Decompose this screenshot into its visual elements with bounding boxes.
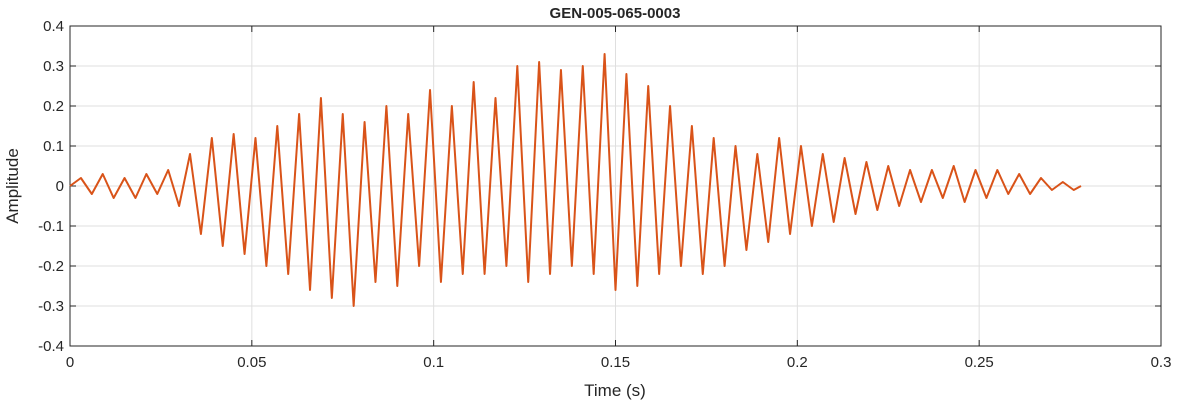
y-tick-label: -0.4 — [38, 338, 64, 355]
y-tick-label: -0.2 — [38, 258, 64, 275]
grid — [69, 25, 1162, 347]
y-axis: -0.4 -0.3 -0.2 -0.1 0 0.1 0.2 0.3 0.4 — [38, 18, 1161, 355]
y-tick-label: 0.3 — [43, 58, 64, 75]
x-tick-label: 0.3 — [1151, 354, 1172, 371]
y-axis-label: Amplitude — [3, 148, 22, 224]
y-tick-label: 0.4 — [43, 18, 64, 35]
y-tick-label: 0 — [56, 178, 64, 195]
x-tick-label: 0.1 — [423, 354, 444, 371]
x-tick-label: 0 — [66, 354, 74, 371]
y-tick-label: -0.3 — [38, 298, 64, 315]
x-tick-label: 0.25 — [965, 354, 994, 371]
x-tick-label: 0.2 — [787, 354, 808, 371]
y-tick-label: 0.1 — [43, 138, 64, 155]
x-axis: 0 0.05 0.1 0.15 0.2 0.25 0.3 — [66, 26, 1172, 371]
x-axis-label: Time (s) — [584, 381, 646, 400]
y-tick-label: -0.1 — [38, 218, 64, 235]
signal-line — [69, 53, 1082, 307]
x-tick-label: 0.05 — [237, 354, 266, 371]
y-tick-label: 0.2 — [43, 98, 64, 115]
x-tick-label: 0.15 — [601, 354, 630, 371]
chart-title: GEN-005-065-0003 — [550, 5, 681, 22]
